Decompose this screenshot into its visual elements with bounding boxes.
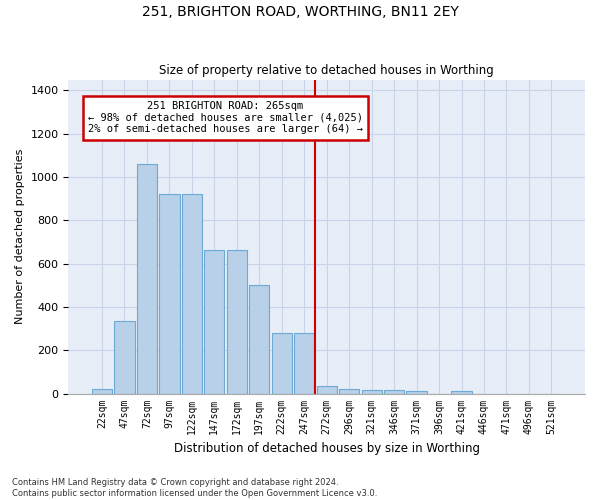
Bar xyxy=(339,389,359,394)
Bar xyxy=(249,286,269,394)
Title: Size of property relative to detached houses in Worthing: Size of property relative to detached ho… xyxy=(160,64,494,77)
Bar xyxy=(159,194,179,394)
Bar xyxy=(227,250,247,394)
Bar xyxy=(137,164,157,394)
X-axis label: Distribution of detached houses by size in Worthing: Distribution of detached houses by size … xyxy=(174,442,480,455)
Bar xyxy=(294,333,314,394)
Bar xyxy=(204,250,224,394)
Bar xyxy=(317,386,337,394)
Bar xyxy=(384,390,404,394)
Text: 251, BRIGHTON ROAD, WORTHING, BN11 2EY: 251, BRIGHTON ROAD, WORTHING, BN11 2EY xyxy=(142,5,458,19)
Bar xyxy=(92,389,112,394)
Bar xyxy=(362,390,382,394)
Bar xyxy=(406,392,427,394)
Bar xyxy=(182,194,202,394)
Bar xyxy=(115,321,134,394)
Text: Contains HM Land Registry data © Crown copyright and database right 2024.
Contai: Contains HM Land Registry data © Crown c… xyxy=(12,478,377,498)
Y-axis label: Number of detached properties: Number of detached properties xyxy=(15,149,25,324)
Bar xyxy=(451,392,472,394)
Text: 251 BRIGHTON ROAD: 265sqm
← 98% of detached houses are smaller (4,025)
2% of sem: 251 BRIGHTON ROAD: 265sqm ← 98% of detac… xyxy=(88,101,363,134)
Bar xyxy=(272,333,292,394)
